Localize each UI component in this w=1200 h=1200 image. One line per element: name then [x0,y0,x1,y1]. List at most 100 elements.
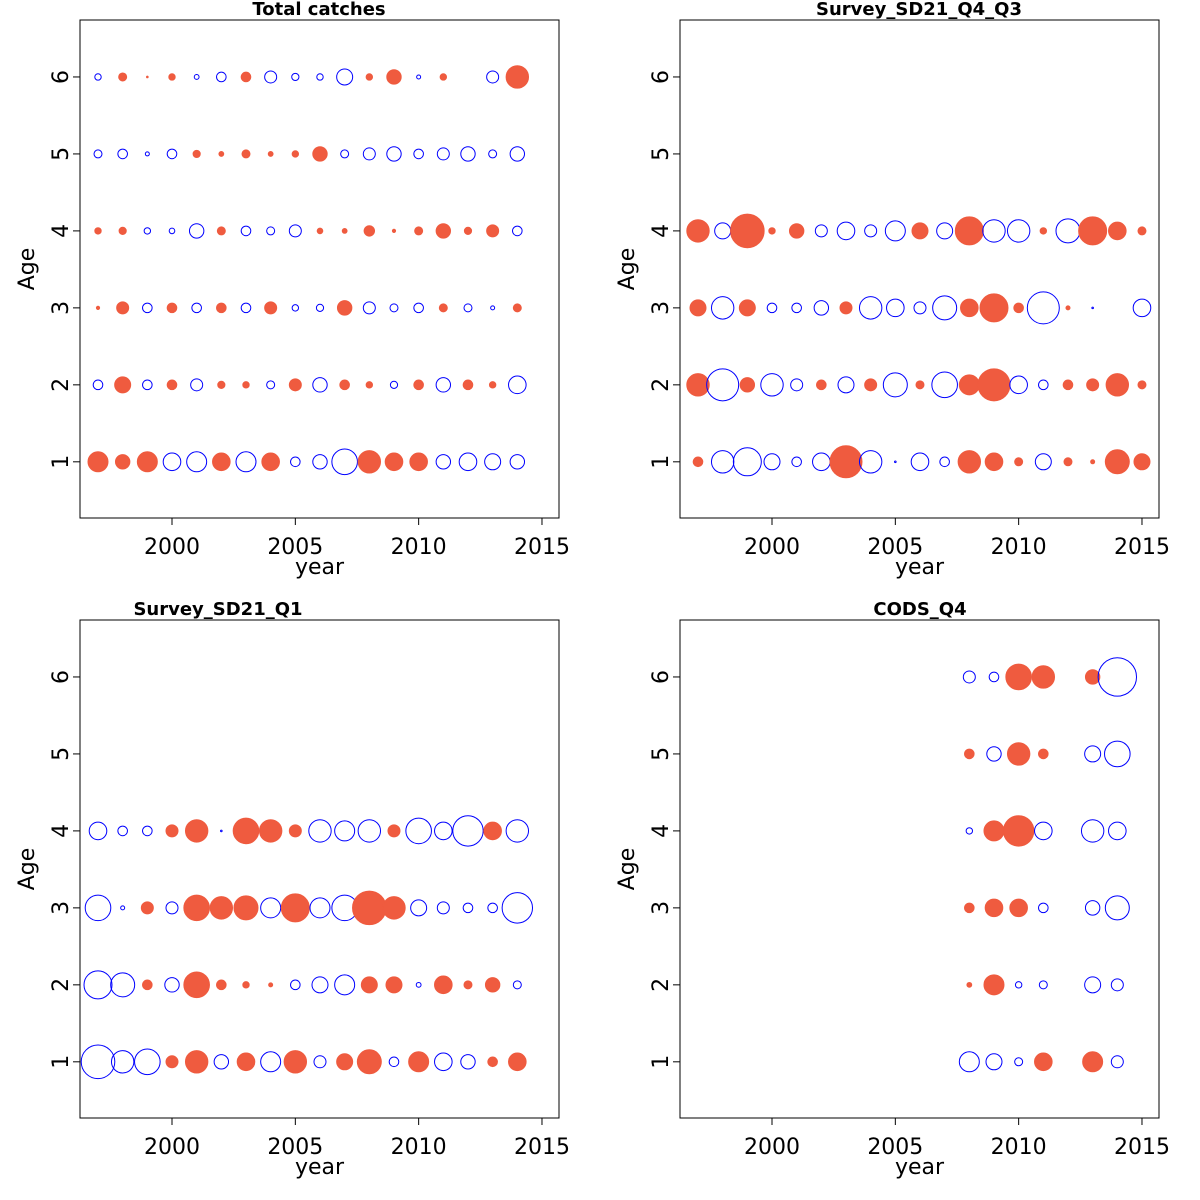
bubble [83,970,113,1000]
y-tick-label: 1 [649,455,674,469]
bubble [882,372,908,398]
bubble [280,893,310,923]
bubble [142,379,153,391]
bubble [216,71,227,83]
bubble [268,982,274,988]
bubble [512,303,522,313]
plot-frame [79,19,560,519]
bubble [1078,216,1108,246]
bubble [409,452,428,472]
bubble [452,815,484,847]
bubble [988,671,1000,683]
bubble [212,452,231,472]
bubble [357,819,382,843]
bubble [183,894,210,922]
bubble [958,374,980,396]
bubble [436,901,450,915]
bubble [983,974,1005,996]
y-tick-label: 1 [49,1055,74,1069]
y-axis-label: Age [615,248,640,291]
bubble [1039,227,1048,235]
bubble [308,819,332,843]
bubble [1038,980,1048,990]
x-tick-label: 2005 [267,535,323,560]
x-tick-label: 2000 [144,1135,200,1160]
y-tick-label: 6 [49,670,74,684]
bubble [1014,457,1024,467]
bubble [1013,302,1024,314]
bubble [983,820,1005,842]
bubble [791,456,802,468]
bubble [341,227,348,234]
bubble [858,450,883,474]
x-axis-label: year [895,1155,945,1180]
bubble [982,219,1006,243]
bubble [266,380,276,390]
bubble [488,149,498,159]
bubble [1038,902,1049,914]
y-tick-label: 3 [649,901,674,915]
bubble [233,895,259,921]
plot-frame [79,619,560,1119]
bubble [1063,457,1073,467]
bubble [812,452,831,472]
bubble [1002,815,1035,847]
bubble [486,224,500,238]
bubble [1009,375,1028,395]
bubble [1034,821,1053,841]
panel-title: Survey_SD21_Q4_Q3 [816,0,1022,20]
bubble [1034,453,1052,471]
bubble [313,1055,327,1069]
x-axis-label: year [295,555,345,580]
x-tick-label: 2010 [991,1135,1047,1160]
bubble [264,70,278,84]
bubble [136,451,158,473]
bubble [463,980,473,990]
bubble [168,227,176,235]
bubble [87,451,109,473]
bubble [140,901,154,915]
y-tick-label: 5 [49,747,74,761]
bubble [434,1052,453,1072]
bubble [95,305,101,310]
bubble [462,902,474,914]
x-tick-label: 2015 [514,535,570,560]
bubble [209,896,234,920]
x-tick-label: 2010 [391,535,447,560]
bubble [509,454,526,470]
bubble [334,820,356,842]
x-tick-label: 2005 [867,535,923,560]
bubble [829,445,863,479]
bubble [357,450,382,474]
bubble [186,451,208,473]
bubble [331,448,358,476]
bubble [508,1052,527,1072]
x-tick-label: 2005 [267,1135,323,1160]
bubble [386,69,402,85]
bubble [316,73,324,81]
bubble [1133,453,1151,471]
bubble [232,817,260,845]
bubble [240,71,252,83]
bubble [162,452,182,472]
bubble [84,894,112,922]
bubble [790,378,804,392]
bubble [1038,379,1049,391]
bubble [382,896,406,920]
bubble [760,373,784,397]
bubble [966,981,973,988]
bubble [1084,900,1101,916]
y-axis-label: Age [615,848,640,891]
bubble [291,150,300,158]
bubble [117,148,128,160]
bubble [389,380,399,389]
bubble [216,226,226,236]
bubble [213,1054,230,1070]
bubble [316,227,324,235]
bubble [458,452,478,472]
bubble [93,149,103,159]
bubble [984,898,1004,918]
x-tick-label: 2010 [391,1135,447,1160]
bubble [839,301,853,315]
